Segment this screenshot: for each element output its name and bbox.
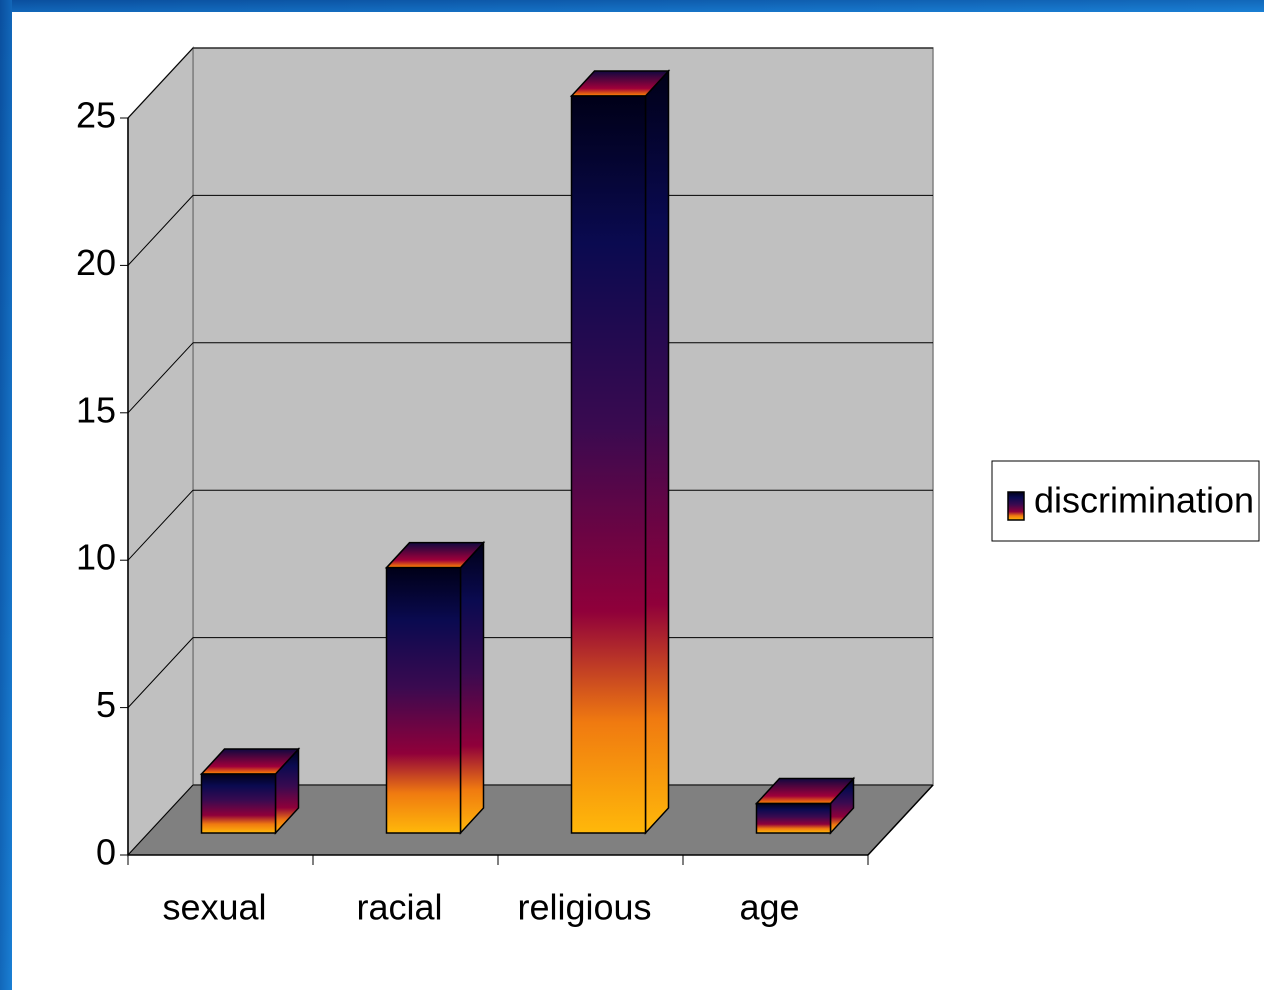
bar-side (644, 69, 670, 835)
grid-line-side (127, 489, 194, 561)
y-tick-label: 0 (96, 832, 116, 873)
x-tick-label: religious (517, 887, 651, 928)
x-tick-label: sexual (162, 887, 266, 928)
plot-area: 0 5 10 15 20 25 sexual racial religious age (76, 46, 934, 928)
bar (385, 566, 462, 834)
x-tick-label: age (739, 887, 799, 928)
grid-line-side (127, 47, 194, 119)
grid-line-side (127, 342, 194, 414)
bar (200, 773, 277, 834)
x-tick-label: racial (356, 887, 442, 928)
side-wall (127, 46, 194, 857)
y-tick-label: 15 (76, 389, 116, 430)
x-axis-side (867, 784, 934, 856)
legend-box (991, 460, 1260, 542)
floor (128, 785, 933, 855)
bar-side (459, 540, 485, 835)
y-tick-label: 5 (96, 684, 116, 725)
frame-top (0, 0, 1264, 12)
legend-label: discrimination (1034, 480, 1254, 521)
y-tick-label: 25 (76, 95, 116, 136)
grid-line-side (127, 195, 194, 266)
bar (755, 802, 832, 834)
grid-line-side (127, 637, 194, 708)
legend-swatch (1007, 491, 1025, 521)
grid-line-side (127, 784, 194, 856)
frame-left (0, 0, 12, 990)
y-tick-label: 10 (76, 537, 116, 578)
y-tick-label: 20 (76, 242, 116, 283)
back-wall (192, 47, 934, 786)
bar (570, 95, 647, 834)
